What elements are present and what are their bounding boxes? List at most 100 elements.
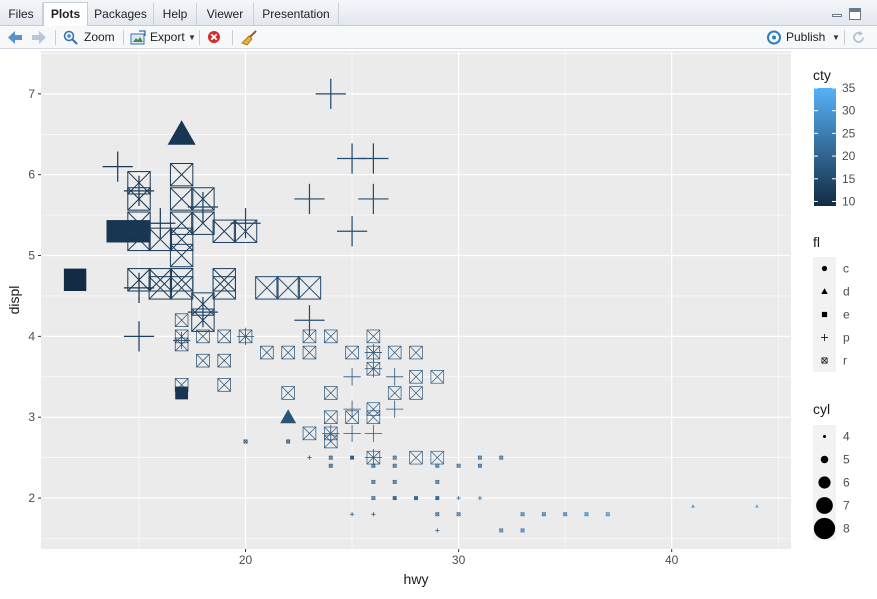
data-point [260,345,274,360]
shape-legend-label: r [843,354,847,368]
data-point [456,512,461,517]
back-arrow-icon[interactable] [6,26,24,49]
data-point [169,276,194,300]
data-point [409,345,423,360]
size-legend-label: 7 [843,499,850,513]
color-bar [814,88,836,206]
tab-help[interactable]: Help [154,3,197,26]
data-point [345,345,359,360]
pane-tab-bar: Files Plots Packages Help Viewer Present… [0,0,877,26]
data-point [386,400,404,418]
forward-arrow-icon[interactable] [30,26,48,49]
data-point [456,463,461,468]
data-point [499,455,504,460]
size-legend-label: 4 [843,430,850,444]
publish-label: Publish [786,30,826,44]
data-point [175,386,189,400]
data-point [477,495,483,501]
data-point [392,455,397,460]
data-point [456,495,461,501]
tab-viewer[interactable]: Viewer [197,3,254,26]
tab-packages[interactable]: Packages [88,3,154,26]
shape-legend-label: e [843,308,850,322]
data-point [243,439,248,444]
y-tick-label: 7 [28,87,35,101]
data-point [364,360,383,378]
export-image-icon [130,30,146,45]
x-tick-label: 20 [239,553,253,567]
data-point [255,276,279,300]
data-point [584,512,589,517]
data-point [392,463,397,468]
data-point [520,512,525,517]
size-legend-label: 6 [843,476,850,490]
refresh-icon [853,31,864,43]
data-point [386,368,404,386]
x-tick-label: 30 [452,553,466,567]
magnifier-icon [63,30,78,45]
y-tick-label: 3 [28,410,35,424]
legend-key-c [821,265,828,272]
tab-files[interactable]: Files [0,3,43,26]
export-button[interactable]: Export ▼ [130,26,196,49]
data-point [358,143,389,174]
data-point [286,439,291,444]
x-axis-label: hwy [404,571,429,587]
data-point [690,504,695,508]
color-legend-label: 35 [842,81,856,95]
tab-presentation[interactable]: Presentation [254,3,339,26]
export-label: Export [150,30,185,44]
data-point [276,276,300,300]
publish-icon [767,30,781,45]
broom-icon [241,30,257,46]
shape-legend-label: d [843,285,850,299]
data-point [364,343,383,362]
data-point [328,463,333,468]
data-point [294,183,325,215]
toolbar-separator [199,30,200,45]
shape-legend-label: p [843,331,850,345]
y-tick-label: 5 [28,249,35,263]
data-point [187,297,219,328]
publish-button[interactable]: Publish ▼ [766,26,840,49]
data-point [435,463,440,468]
minimize-icon[interactable] [831,8,843,20]
data-point [477,463,482,468]
data-point [217,378,231,392]
size-legend-key [818,476,831,489]
data-point [123,175,155,206]
data-point [281,386,295,400]
data-point [169,211,194,235]
data-points [63,78,759,533]
dropdown-caret-icon: ▼ [832,33,840,42]
data-point [393,496,397,500]
maximize-icon[interactable] [849,8,861,20]
data-point [63,268,87,291]
data-point [315,78,346,109]
data-point [212,276,236,300]
data-point [371,496,376,501]
data-point [364,424,383,443]
size-legend-title: cyl [813,401,830,417]
plot-panel [41,51,791,549]
data-point [127,227,151,252]
tab-plots[interactable]: Plots [43,2,88,26]
plots-toolbar: Zoom Export ▼ Publish ▼ [0,26,877,49]
data-point [123,321,155,352]
data-point [302,345,317,360]
data-point [499,528,504,533]
color-legend-title: cty [813,67,831,83]
data-point [148,276,173,300]
data-point [343,424,361,443]
data-point [187,191,219,223]
shape-legend-label: c [843,262,849,276]
size-legend-key [816,497,833,514]
data-point [371,463,376,468]
data-point [174,313,189,327]
data-point [371,479,376,484]
data-point [343,368,361,386]
panel-background [41,51,791,549]
data-point [169,227,194,252]
data-point [409,386,423,400]
data-point [364,449,383,467]
